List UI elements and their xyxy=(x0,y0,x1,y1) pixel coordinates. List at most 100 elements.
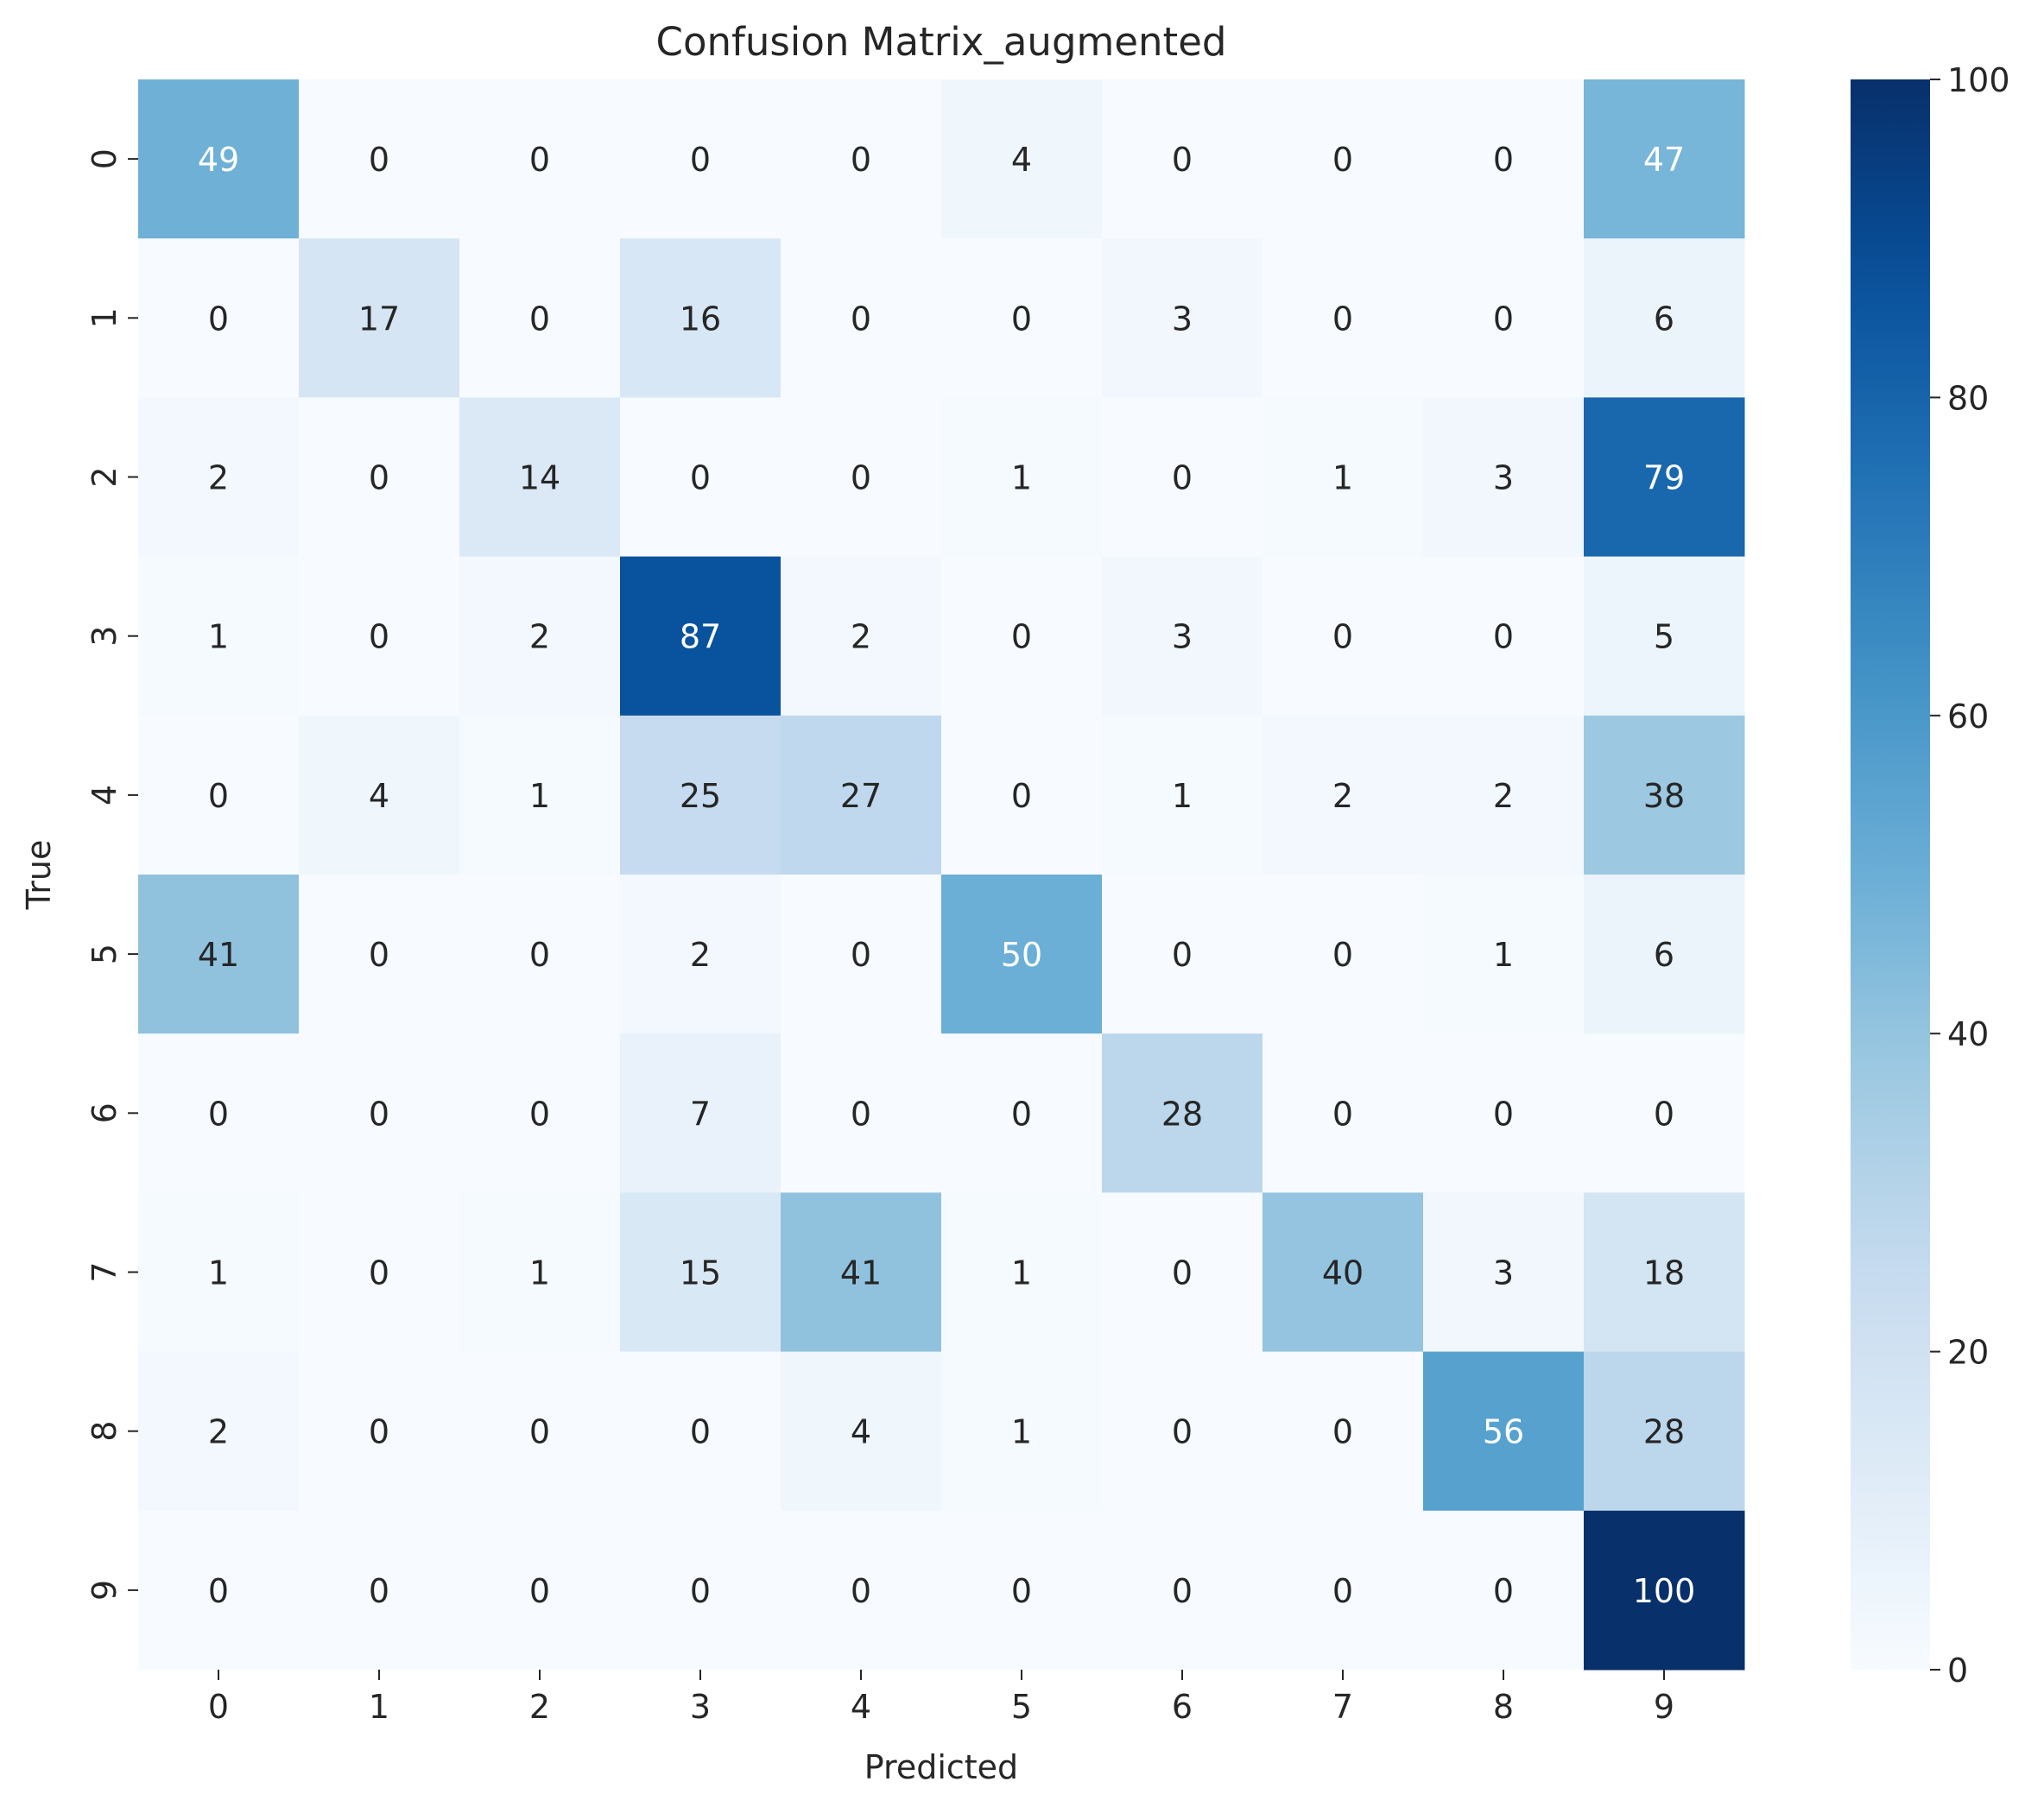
heatmap-cell xyxy=(138,79,300,239)
heatmap-cell xyxy=(1423,715,1585,875)
cell-value-label: 0 xyxy=(690,1413,711,1451)
heatmap-cell xyxy=(1102,1510,1263,1671)
cell-value-label: 1 xyxy=(1172,777,1193,815)
heatmap-cell xyxy=(781,715,942,875)
cell-value-label: 79 xyxy=(1643,459,1685,497)
heatmap-cell xyxy=(1423,875,1585,1034)
heatmap-cell xyxy=(459,875,621,1034)
cell-value-label: 28 xyxy=(1643,1413,1685,1451)
heatmap-cell xyxy=(941,1351,1103,1512)
y-axis-ticks: 0 1 2 3 4 5 6 7 8 9 xyxy=(85,148,138,1601)
heatmap-cell xyxy=(138,1192,300,1353)
cell-value-label: 0 xyxy=(1654,1095,1674,1133)
cell-value-label: 0 xyxy=(529,1572,550,1610)
heatmap-cell xyxy=(1423,1192,1585,1353)
cell-value-label: 0 xyxy=(369,1413,389,1451)
y-tick-label: 6 xyxy=(85,1102,123,1123)
heatmap-cell xyxy=(1584,875,1745,1034)
heatmap-cell xyxy=(1584,79,1745,239)
heatmap-cell xyxy=(1584,397,1745,558)
y-tick-label: 2 xyxy=(85,466,123,487)
heatmap-cell xyxy=(1584,1192,1745,1353)
heatmap-cell xyxy=(299,79,460,239)
heatmap-cell xyxy=(1584,238,1745,398)
heatmap-cell xyxy=(459,715,621,875)
heatmap-cell xyxy=(1423,1351,1585,1512)
heatmap-cell xyxy=(299,1510,460,1671)
cell-value-label: 1 xyxy=(1332,459,1353,497)
cell-value-label: 0 xyxy=(208,777,229,815)
heatmap-cell xyxy=(781,238,942,398)
colorbar-tick-label: 80 xyxy=(1947,379,1989,417)
y-tick-label: 9 xyxy=(85,1580,123,1601)
cell-value-label: 1 xyxy=(529,777,550,815)
cell-value-label: 0 xyxy=(1011,1572,1032,1610)
cell-value-label: 3 xyxy=(1172,300,1193,338)
colorbar-tick-label: 20 xyxy=(1947,1334,1989,1372)
heatmap-cell xyxy=(1584,556,1745,717)
cell-value-label: 0 xyxy=(851,1095,871,1133)
cell-value-label: 87 xyxy=(680,618,721,656)
heatmap-cell xyxy=(941,715,1103,875)
cell-value-label: 0 xyxy=(1011,1095,1032,1133)
heatmap-cell xyxy=(459,238,621,398)
heatmap-cell xyxy=(941,556,1103,717)
x-tick-label: 0 xyxy=(208,1688,229,1726)
heatmap-cell xyxy=(1262,1510,1424,1671)
cell-value-label: 0 xyxy=(1332,936,1353,974)
cell-value-label: 0 xyxy=(1332,1095,1353,1133)
heatmap-cell xyxy=(1102,556,1263,717)
heatmap-cell xyxy=(781,397,942,558)
cell-value-label: 0 xyxy=(1332,300,1353,338)
cell-value-label: 1 xyxy=(1493,936,1514,974)
colorbar-tick-label: 40 xyxy=(1947,1015,1989,1053)
cell-value-label: 0 xyxy=(1011,300,1032,338)
y-tick-label: 7 xyxy=(85,1261,123,1282)
cell-value-label: 0 xyxy=(1011,777,1032,815)
cell-value-label: 0 xyxy=(369,1254,389,1292)
cell-value-label: 0 xyxy=(1172,1413,1193,1451)
heatmap-cells: 49 0 0 0 0 4 0 0 0 470 17 0 16 0 0 3 0 0 62 0 14 0 0 1 0 1 3 791 0 2 8… xyxy=(138,79,1745,1671)
heatmap-cell xyxy=(459,1033,621,1193)
cell-value-label: 0 xyxy=(851,936,871,974)
cell-value-label: 2 xyxy=(1332,777,1353,815)
heatmap-cell xyxy=(299,1351,460,1512)
heatmap-cell xyxy=(299,1033,460,1193)
cell-value-label: 4 xyxy=(369,777,389,815)
heatmap-cell xyxy=(1423,238,1585,398)
cell-value-label: 16 xyxy=(680,300,721,338)
heatmap-cell xyxy=(1102,1351,1263,1512)
colorbar xyxy=(1851,79,1930,1670)
heatmap-cell xyxy=(1423,397,1585,558)
heatmap-cell xyxy=(620,556,782,717)
heatmap-cell xyxy=(1584,1351,1745,1512)
y-axis-label: True xyxy=(20,840,58,911)
heatmap-cell xyxy=(459,79,621,239)
heatmap-cell xyxy=(781,79,942,239)
heatmap-cell xyxy=(1262,397,1424,558)
heatmap-cell xyxy=(299,715,460,875)
heatmap-cell xyxy=(1262,875,1424,1034)
heatmap-cell xyxy=(138,1033,300,1193)
cell-value-label: 17 xyxy=(358,300,400,338)
cell-value-label: 0 xyxy=(690,1572,711,1610)
cell-value-label: 1 xyxy=(208,618,229,656)
cell-value-label: 14 xyxy=(519,459,560,497)
heatmap-cell xyxy=(1262,79,1424,239)
cell-value-label: 0 xyxy=(851,141,871,179)
heatmap-cell xyxy=(138,556,300,717)
heatmap-cell xyxy=(1102,238,1263,398)
cell-value-label: 0 xyxy=(369,1095,389,1133)
x-tick-label: 2 xyxy=(529,1688,550,1726)
cell-value-label: 38 xyxy=(1643,777,1685,815)
cell-value-label: 6 xyxy=(1654,300,1674,338)
heatmap-cell xyxy=(459,1351,621,1512)
colorbar-tick-label: 0 xyxy=(1947,1652,1968,1690)
cell-value-label: 28 xyxy=(1161,1095,1203,1133)
x-tick-label: 7 xyxy=(1332,1688,1353,1726)
heatmap-cell xyxy=(138,715,300,875)
cell-value-label: 47 xyxy=(1643,141,1685,179)
heatmap-cell xyxy=(781,1033,942,1193)
heatmap-cell xyxy=(459,397,621,558)
